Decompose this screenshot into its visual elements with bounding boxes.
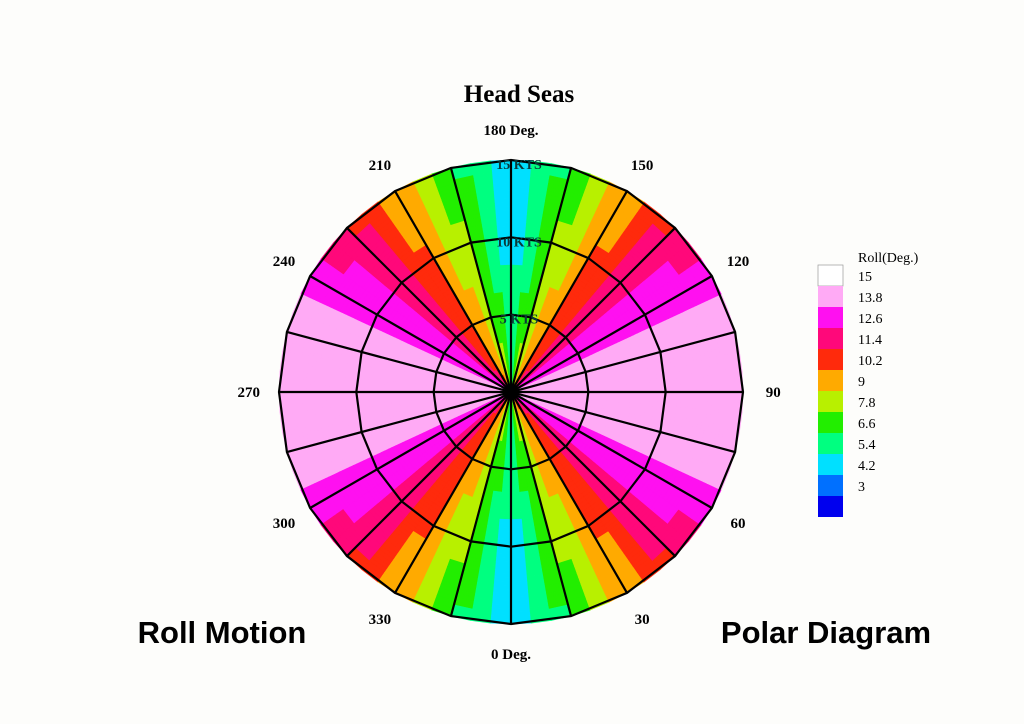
contour-cell [421,383,427,393]
contour-cell [599,383,605,393]
heading-label: 60 [731,516,746,532]
contour-cell [502,295,512,300]
contour-cell [502,484,512,489]
contour-cell [599,391,605,401]
legend-level-label: 6.6 [858,417,876,432]
heading-label: 330 [369,612,392,628]
speed-ring-label: 10 KTS [496,235,542,250]
contour-cell [502,480,512,486]
legend-level-label: 7.8 [858,396,876,411]
contour-cell [595,391,601,401]
contour-cell [510,480,520,486]
speed-ring-label: 5 KTS [500,313,539,328]
contour-cell [595,383,601,393]
heading-label: 0 Deg. [491,647,531,663]
contour-cell [510,298,520,304]
legend-title: Roll(Deg.) [858,251,919,266]
contour-cell [414,383,419,393]
contour-cell [502,298,512,304]
legend-swatch [818,328,843,349]
contour-cell [510,484,520,489]
contour-cell [510,472,519,478]
contour-cell [503,472,512,478]
contour-cell [510,295,520,300]
chart-title: Head Seas [464,81,575,108]
legend-level-label: 3 [858,480,865,495]
contour-cell [425,384,431,393]
contour-cell [501,291,512,297]
legend: Roll(Deg.) 15 13.8 12.6 11.4 10.2 9 7.8 6.6 5.4 4… [817,251,919,517]
legend-level-label: 11.4 [858,333,882,348]
legend-level-label: 9 [858,375,865,390]
heading-label: 210 [369,158,392,174]
contour-cell [603,391,608,401]
contour-cell [425,391,431,400]
contour-cell [501,487,512,493]
legend-swatch [818,349,843,370]
legend-level-label: 4.2 [858,459,876,474]
contour-cell [603,383,608,393]
contour-cell [503,306,512,312]
contour-cell [410,382,416,393]
legend-swatch [818,412,843,433]
contour-cell [591,391,597,400]
roll-motion-caption: Roll Motion [138,615,307,650]
contour-cell [510,306,519,312]
heading-label: 240 [273,254,296,270]
legend-swatch [818,496,843,517]
legend-swatch [818,307,843,328]
contour-cell [510,487,521,493]
legend-level-label: 5.4 [858,438,876,453]
legend-level-label: 12.6 [858,312,883,327]
contour-cell [414,391,419,401]
speed-ring-label: 15 KTS [496,158,542,173]
contour-cell [410,391,416,402]
plot-area [277,158,745,626]
heading-label: 90 [766,385,781,401]
heading-label: 150 [631,158,654,174]
contour-cell [606,382,612,393]
legend-level-label: 13.8 [858,291,883,306]
legend-swatch [818,370,843,391]
heading-label: 300 [273,516,296,532]
legend-level-label: 15 [858,270,872,285]
contour-cell [421,391,427,401]
heading-label: 180 Deg. [484,123,539,139]
contour-cell [417,383,423,393]
legend-level-label: 10.2 [858,354,883,369]
contour-cell [510,302,520,308]
legend-swatch [817,264,844,287]
legend-swatch [818,454,843,475]
heading-label: 270 [238,385,261,401]
contour-cell [510,476,520,482]
legend-swatch [818,391,843,412]
contour-cell [502,302,512,308]
heading-label: 30 [635,612,650,628]
contour-cell [510,291,521,297]
heading-label: 120 [727,254,750,270]
contour-cell [417,391,423,401]
legend-swatch [818,475,843,496]
legend-swatch [818,433,843,454]
contour-cell [502,476,512,482]
contour-cell [591,384,597,393]
polar-diagram-caption: Polar Diagram [721,615,931,650]
legend-swatch [818,286,843,307]
contour-cell [606,391,612,402]
